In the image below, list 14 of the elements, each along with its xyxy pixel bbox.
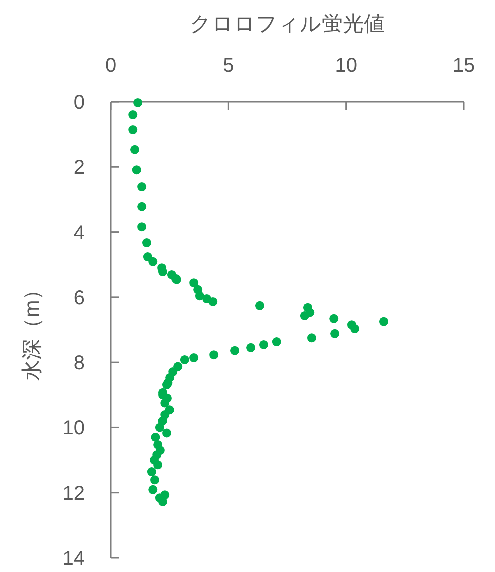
y-tick-label: 6 — [74, 287, 85, 310]
y-tick-label: 0 — [74, 92, 85, 114]
y-tick-label: 8 — [74, 352, 85, 375]
y-tick-label: 14 — [62, 548, 85, 570]
y-tick-label: 4 — [74, 222, 85, 244]
x-tick-label: 5 — [223, 55, 234, 77]
x-axis-title: クロロフィル蛍光値 — [190, 13, 385, 36]
x-tick-label: 10 — [335, 55, 358, 77]
y-axis-title: 水深（m） — [21, 279, 44, 381]
y-tick-label: 12 — [62, 482, 85, 505]
y-tick-label: 10 — [62, 418, 85, 440]
x-tick-label: 0 — [105, 55, 117, 77]
y-tick-label: 2 — [74, 157, 85, 180]
x-tick-label: 15 — [452, 55, 476, 77]
